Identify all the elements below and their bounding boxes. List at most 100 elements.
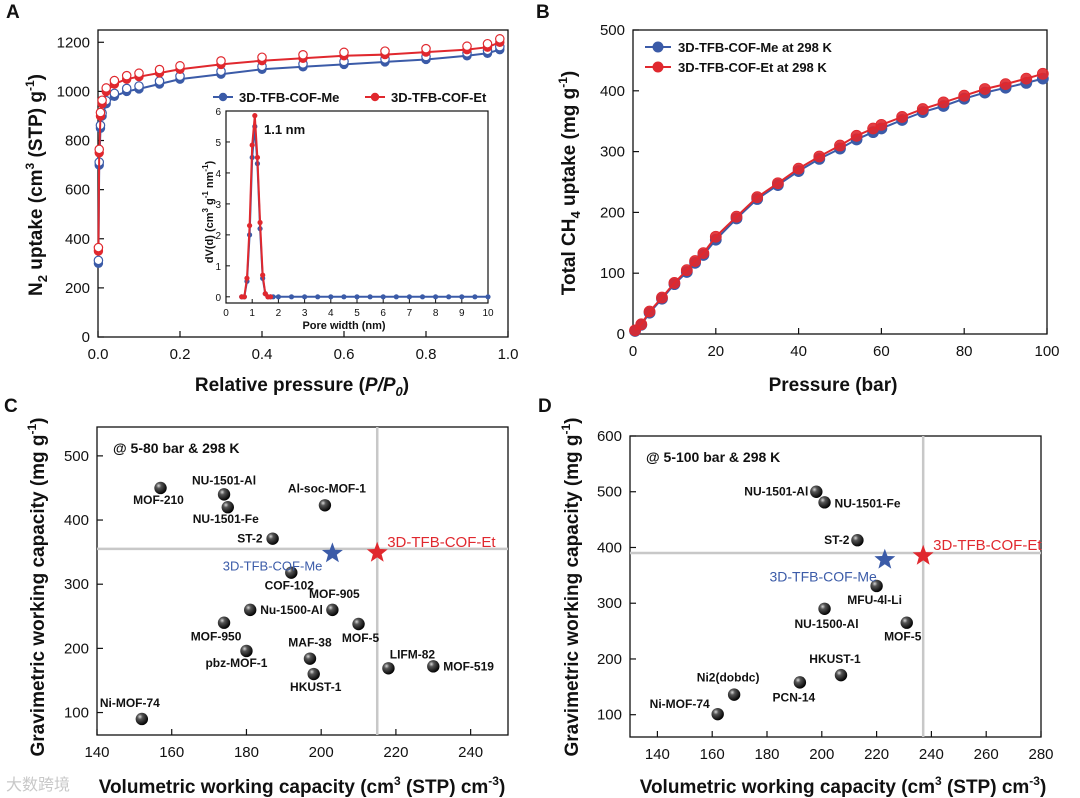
panel-b-data-point (697, 247, 710, 260)
panel-c-material-point (352, 617, 365, 631)
panel-d-material-point (834, 668, 848, 682)
panel-a-n2-isotherm: 0.0 0.2 0.4 0.6 0.8 1.00200400600800100012003… (57, 29, 518, 363)
inset-x-tick-label: 0 (223, 308, 229, 319)
panel-letter-a: A (6, 2, 20, 23)
panel-a-x-tick-label: 0.0 (88, 346, 109, 363)
inset-data-point (252, 113, 258, 119)
inset-data-point (260, 272, 266, 278)
panel-c-material-label: MOF-210 (133, 493, 184, 507)
panel-d-y-tick-label: 400 (597, 539, 622, 556)
panel-a-desorption-point (134, 81, 144, 91)
panel-letter-b: B (536, 2, 550, 23)
inset-data-point (257, 219, 263, 226)
panel-a-desorption-point (154, 76, 165, 86)
panel-d-material-point (851, 534, 864, 547)
panel-b-data-point (668, 277, 681, 289)
panel-b-data-point (875, 118, 888, 131)
panel-d-x-tick-label: 240 (919, 746, 944, 763)
panel-b-x-tick-label: 0 (629, 343, 637, 360)
inset-peak-annotation: 1.1 nm (264, 122, 305, 137)
inset-data-point (288, 294, 295, 300)
panel-c-material-label: MOF-519 (443, 659, 494, 673)
panel-d-y-tick-label: 300 (597, 595, 622, 612)
panel-a-desorption-point (121, 70, 132, 81)
panel-a-y-tick-label: 0 (82, 329, 90, 346)
panel-d-working-capacity-100bar: 140 160 180 200 220 240 260 280 100 200 300 400 500 6… (597, 428, 1054, 763)
inset-data-point (267, 294, 274, 300)
panel-b-x-tick-label: 100 (1034, 343, 1059, 360)
panel-c-material-point (326, 603, 339, 617)
panel-b-plot-frame (632, 29, 1048, 335)
panel-c-material-label: LIFM-82 (390, 647, 436, 661)
panel-b-series-line-1 (634, 72, 1044, 332)
panel-b-data-point (813, 150, 826, 163)
panel-a-desorption-point (154, 64, 165, 75)
panel-b-data-point (1020, 72, 1033, 85)
inset-data-point (393, 294, 399, 300)
panel-b-data-point (689, 255, 701, 267)
panel-b-legend-label: 3D-TFB-COF-Me at 298 K (678, 40, 832, 55)
panel-c-material-label: Ni-MOF-74 (100, 696, 160, 710)
panel-a-desorption-point (482, 38, 493, 49)
panel-c-x-tick-label: 180 (234, 744, 259, 761)
panel-b-data-point (896, 111, 908, 123)
inset-data-point (433, 294, 439, 300)
panel-c-x-tick-label: 220 (383, 744, 408, 761)
panel-letter-d: D (538, 396, 552, 417)
panel-b-legend-marker (652, 61, 664, 73)
panel-c-star-marker-0 (321, 542, 343, 563)
inset-x-tick-label: 4 (328, 308, 334, 319)
panel-c-material-point (382, 662, 395, 675)
panel-b-y-axis-label: Total CH4 uptake (mg g-1) (556, 71, 583, 295)
panel-c-y-tick-label: 200 (64, 640, 89, 657)
panel-b-y-tick-label: 0 (617, 326, 625, 343)
panel-b-data-point (999, 78, 1012, 91)
panel-c-material-point (243, 603, 257, 617)
panel-d-material-point (818, 602, 831, 615)
panel-c-material-label: Nu-1500-Al (260, 603, 323, 617)
panel-c-y-tick-label: 100 (64, 705, 89, 722)
panel-c-material-label: NU-1501-Al (192, 473, 256, 487)
panel-d-material-point (900, 616, 913, 629)
inset-y-tick-label: 5 (215, 138, 221, 149)
panel-a-x-axis-label: Relative pressure (P/P0) (195, 375, 409, 399)
inset-y-tick-label: 4 (215, 169, 221, 180)
inset-data-point (315, 294, 321, 300)
inset-data-point (419, 294, 426, 300)
panel-a-y-tick-label: 200 (65, 280, 90, 297)
panel-c-material-point (303, 652, 317, 665)
panel-d-star-marker-1 (912, 544, 934, 565)
panel-b-y-tick-label: 500 (600, 22, 625, 39)
panel-c-material-label: NU-1501-Fe (193, 512, 259, 526)
panel-b-y-tick-label: 400 (600, 83, 625, 100)
inset-x-tick-label: 6 (380, 308, 386, 319)
panel-d-star-marker-0 (874, 548, 896, 569)
inset-data-point (246, 222, 253, 229)
panel-c-material-point (266, 532, 279, 545)
inset-data-point (406, 294, 412, 300)
panel-a-y-tick-label: 1200 (57, 34, 90, 51)
inset-x-tick-label: 5 (354, 308, 360, 319)
panel-d-material-label: Ni-MOF-74 (650, 697, 710, 711)
panel-b-data-point (958, 89, 971, 102)
panel-d-material-label: MFU-4l-Li (847, 593, 902, 607)
panel-b-y-tick-label: 100 (600, 265, 625, 282)
panel-c-x-tick-label: 140 (84, 744, 109, 761)
panel-a-legend-label: 3D-TFB-COF-Et (391, 90, 487, 105)
inset-data-point (249, 142, 255, 148)
panel-d-material-point (810, 485, 823, 498)
panel-d-material-label: PCN-14 (773, 690, 816, 704)
panel-b-x-tick-label: 20 (707, 343, 724, 360)
panel-b-x-tick-label: 40 (790, 343, 807, 360)
panel-c-x-axis-label: Volumetric working capacity (cm3 (STP) c… (99, 774, 506, 798)
inset-data-point (241, 294, 247, 300)
panel-b-data-point (834, 139, 846, 152)
panel-b-data-point (792, 162, 805, 175)
panel-b-data-point (772, 177, 784, 190)
panel-c-plot-frame (96, 426, 509, 736)
inset-data-point (354, 294, 360, 300)
panel-a-desorption-point (380, 46, 390, 56)
panel-d-condition-label: @ 5-100 bar & 298 K (646, 449, 780, 465)
panel-c-material-point (221, 501, 234, 514)
panel-c-material-label: pbz-MOF-1 (205, 656, 267, 670)
